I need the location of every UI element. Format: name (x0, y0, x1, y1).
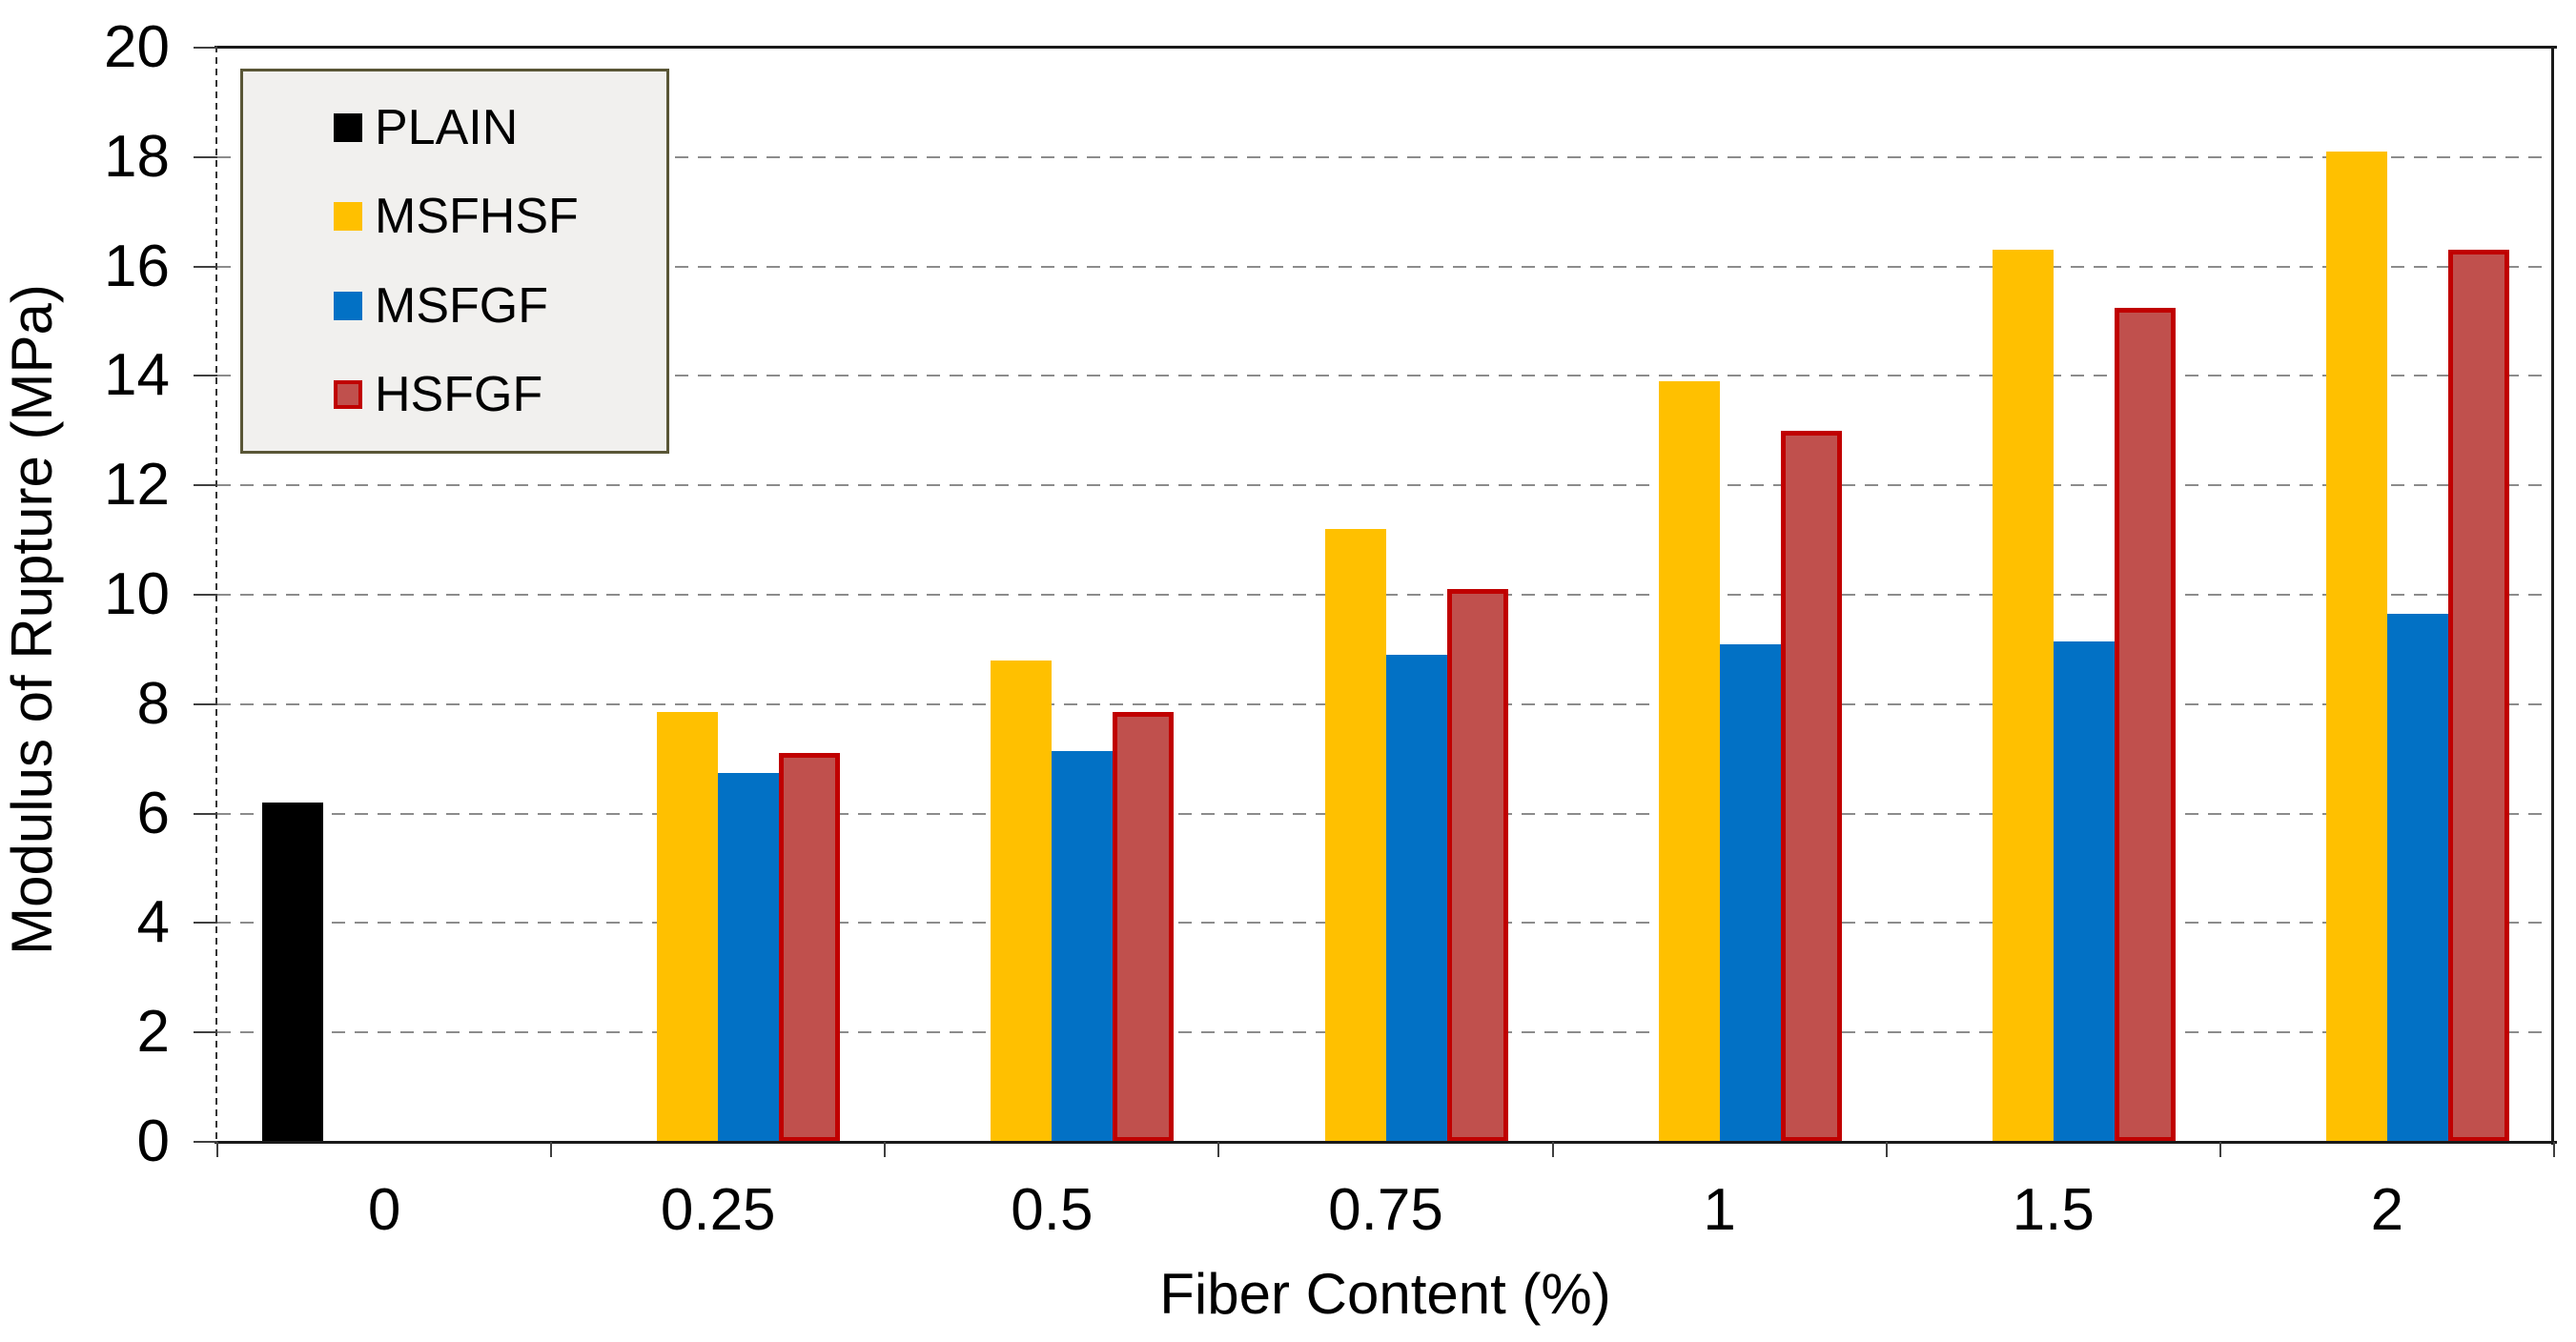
x-tick-3 (1217, 1142, 1220, 1157)
x-tick-7 (2553, 1142, 2555, 1157)
plot-border-right (2551, 46, 2554, 1145)
y-tick-label: 2 (136, 999, 170, 1066)
y-tick-label: 10 (104, 561, 170, 627)
bar-msfhsf-1.5 (1992, 250, 2054, 1142)
bar-plain-0 (262, 803, 324, 1142)
bar-msfhsf-0.5 (991, 660, 1053, 1142)
bar-hsfgf-0.75 (1446, 589, 1508, 1142)
x-axis-line (215, 1141, 2557, 1144)
y-tick-label: 8 (136, 670, 170, 737)
gridline-y-12 (217, 484, 2554, 487)
bar-msfgf-0.25 (718, 772, 780, 1142)
bar-msfgf-1.5 (2053, 640, 2115, 1142)
gridline-y-16 (217, 265, 2554, 268)
x-tick-label-1.5: 1.5 (2012, 1177, 2095, 1243)
y-tick-0 (194, 1141, 217, 1143)
y-tick-8 (194, 702, 217, 705)
legend-item-label: PLAIN (375, 99, 519, 155)
y-tick-12 (194, 484, 217, 487)
legend: PLAIN MSFHSF MSFGF HSFGF (240, 69, 669, 454)
legend-item-label: MSFGF (375, 277, 548, 334)
x-tick-5 (1885, 1142, 1888, 1157)
bar-msfgf-0.5 (1052, 750, 1114, 1142)
y-tick-20 (194, 47, 217, 49)
y-tick-6 (194, 812, 217, 815)
bar-hsfgf-0.5 (1113, 712, 1175, 1142)
bar-msfhsf-1 (1658, 381, 1720, 1142)
bar-hsfgf-2 (2447, 250, 2509, 1142)
x-tick-2 (884, 1142, 887, 1157)
bar-hsfgf-0.25 (779, 753, 841, 1142)
y-tick-16 (194, 265, 217, 268)
legend-item-msfhsf: MSFHSF (334, 192, 657, 241)
bar-msfhsf-0.75 (1324, 529, 1386, 1142)
bar-msfhsf-2 (2325, 152, 2387, 1142)
bar-hsfgf-1 (1780, 430, 1842, 1142)
gridline-y-14 (217, 375, 2554, 377)
y-tick-4 (194, 922, 217, 925)
plot-border-top (215, 46, 2557, 49)
y-tick-2 (194, 1031, 217, 1034)
x-tick-4 (1551, 1142, 1554, 1157)
legend-item-plain: PLAIN (334, 103, 657, 152)
bar-hsfgf-1.5 (2114, 307, 2176, 1142)
bar-msfgf-2 (2386, 614, 2448, 1142)
x-tick-label-1: 1 (1703, 1177, 1736, 1243)
legend-swatch-msfgf (334, 291, 362, 320)
legend-item-label: HSFGF (375, 367, 543, 423)
x-tick-label-2: 2 (2370, 1177, 2404, 1243)
legend-swatch-hsfgf (334, 380, 362, 410)
x-tick-6 (2218, 1142, 2221, 1157)
x-tick-label-0.5: 0.5 (1011, 1177, 1094, 1243)
y-tick-label: 4 (136, 889, 170, 956)
gridline-y-10 (217, 594, 2554, 596)
bar-msfgf-0.75 (1385, 655, 1447, 1142)
legend-item-hsfgf: HSFGF (334, 370, 657, 419)
x-axis-title: Fiber Content (%) (1159, 1262, 1611, 1326)
gridline-y-18 (217, 155, 2554, 158)
x-tick-label-0.75: 0.75 (1328, 1177, 1443, 1243)
y-tick-label: 18 (104, 123, 170, 190)
y-tick-label: 12 (104, 452, 170, 518)
x-tick-0 (216, 1142, 218, 1157)
x-tick-label-0.25: 0.25 (660, 1177, 776, 1243)
y-tick-label: 6 (136, 780, 170, 846)
plot-area (217, 48, 2554, 1142)
y-tick-18 (194, 155, 217, 158)
x-tick-label-0: 0 (367, 1177, 401, 1243)
bar-msfgf-1 (1719, 643, 1781, 1142)
legend-swatch-msfhsf (334, 202, 362, 232)
legend-swatch-plain (334, 112, 362, 142)
legend-item-label: MSFHSF (375, 189, 579, 245)
y-tick-14 (194, 375, 217, 377)
y-tick-label: 14 (104, 342, 170, 409)
y-tick-label: 16 (104, 233, 170, 299)
x-tick-1 (550, 1142, 553, 1157)
y-tick-10 (194, 594, 217, 596)
y-tick-label: 0 (136, 1108, 170, 1174)
bar-msfhsf-0.25 (657, 712, 719, 1142)
y-tick-label: 20 (104, 14, 170, 80)
legend-item-msfgf: MSFGF (334, 281, 657, 331)
